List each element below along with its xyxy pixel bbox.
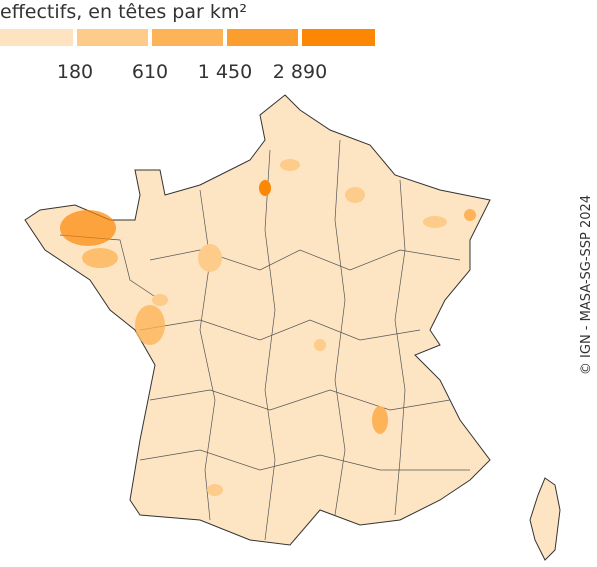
corsica-outline	[529, 477, 561, 561]
legend-swatch	[300, 29, 375, 46]
legend-swatch	[0, 29, 75, 46]
legend-title: effectifs, en têtes par km²	[0, 1, 247, 23]
legend-label: 180	[57, 61, 93, 83]
density-patches	[60, 159, 476, 496]
credit: © IGN - MASA-SG-SSP 2024	[579, 195, 594, 375]
legend: 180 610 1 450 2 890	[0, 29, 375, 83]
departments	[59, 139, 470, 541]
legend-swatch	[150, 29, 225, 46]
france-map	[24, 94, 561, 561]
france-outline	[24, 94, 491, 546]
legend-label: 2 890	[273, 61, 327, 83]
legend-label: 610	[132, 61, 168, 83]
legend-swatch	[225, 29, 300, 46]
legend-label: 1 450	[198, 61, 252, 83]
legend-swatch	[75, 29, 150, 46]
